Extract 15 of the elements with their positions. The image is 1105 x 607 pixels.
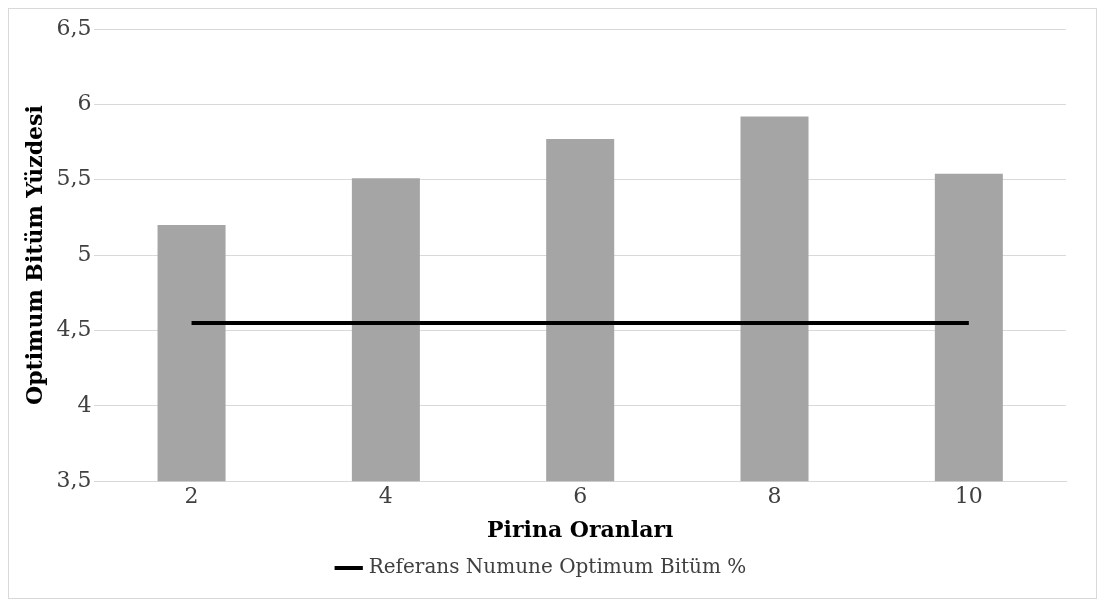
y-tick-label: 4 xyxy=(77,391,92,417)
y-tick-label: 5,5 xyxy=(56,165,92,191)
legend-label: Referans Numune Optimum Bitüm % xyxy=(368,554,747,579)
x-axis-title: Pirina Oranları xyxy=(487,515,674,542)
y-tick-label: 6 xyxy=(77,90,92,116)
x-tick-label: 8 xyxy=(767,483,782,509)
x-tick-label: 2 xyxy=(184,483,199,509)
y-tick-label: 3,5 xyxy=(56,466,92,492)
x-tick-label: 10 xyxy=(954,483,983,509)
y-tick-label: 6,5 xyxy=(56,14,92,40)
y-tick-label: 4,5 xyxy=(56,316,92,342)
x-tick-label: 4 xyxy=(378,483,393,509)
x-tick-label: 6 xyxy=(573,483,588,509)
y-axis-title: Optimum Bitüm Yüzdesi xyxy=(20,105,47,405)
y-tick-label: 5 xyxy=(77,240,92,266)
